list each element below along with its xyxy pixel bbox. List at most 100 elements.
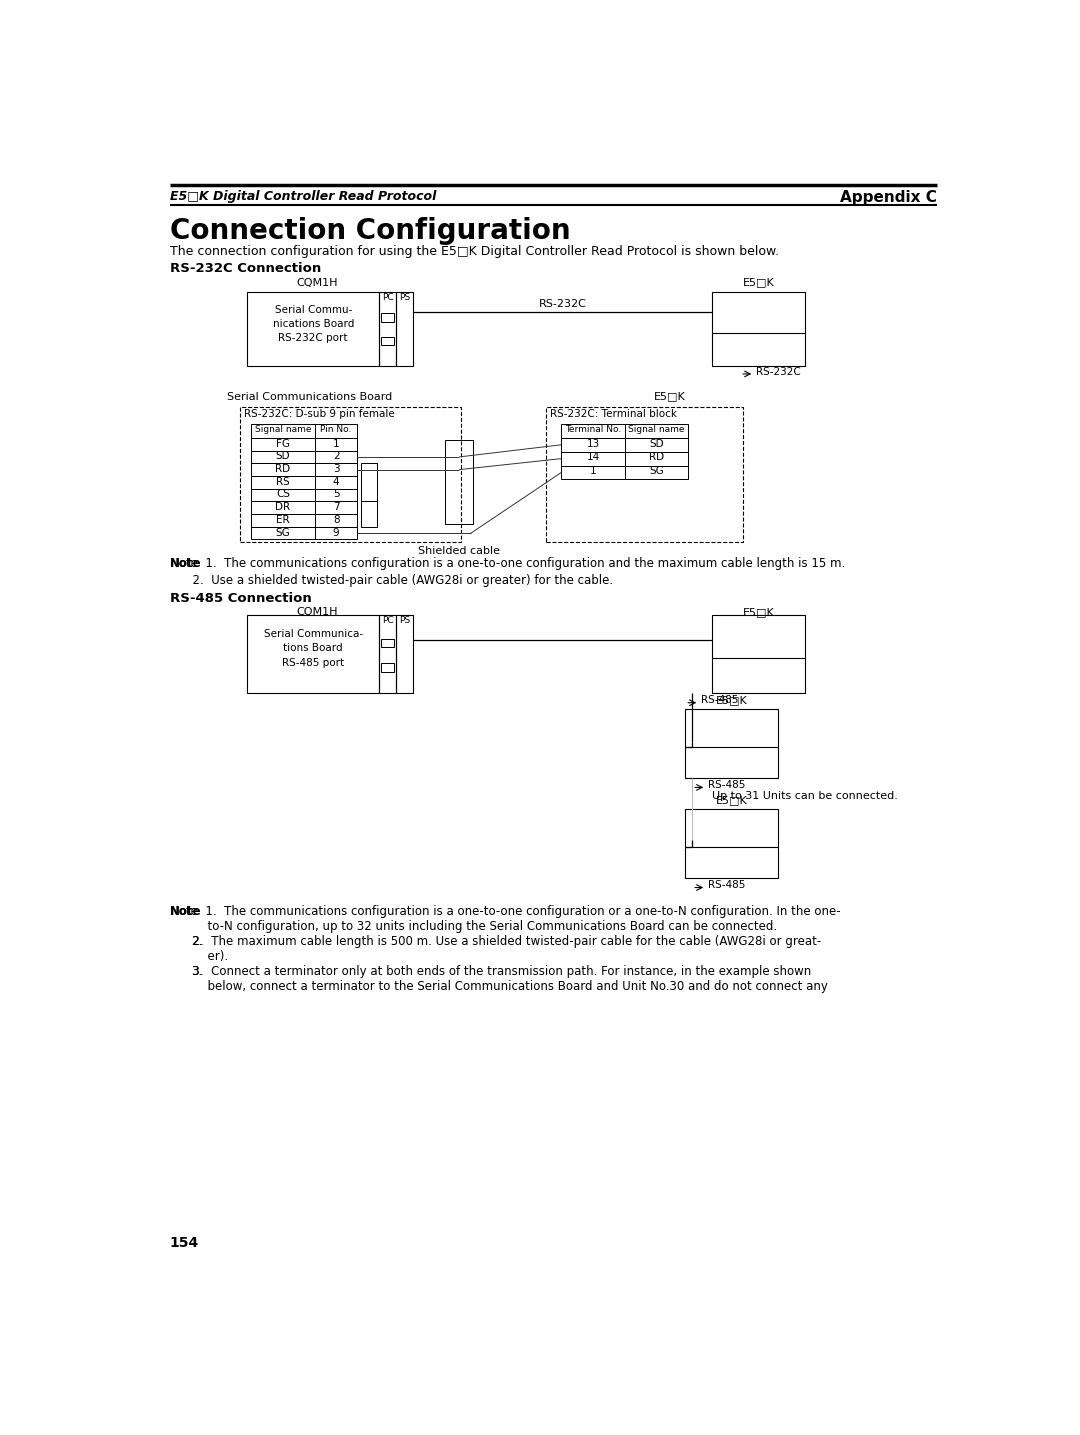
Text: RS-485: RS-485 — [701, 696, 738, 706]
Text: 7: 7 — [333, 502, 339, 512]
Bar — [252, 501, 357, 514]
Text: 5: 5 — [333, 489, 339, 499]
Bar — [379, 291, 396, 366]
Text: Serial Communica-: Serial Communica- — [264, 629, 363, 639]
Text: SG: SG — [275, 528, 291, 538]
Text: CS: CS — [276, 489, 291, 499]
Bar — [252, 423, 357, 438]
Text: Serial Commu-: Serial Commu- — [274, 306, 352, 316]
Bar — [252, 514, 357, 527]
Text: RS-232C: RS-232C — [539, 300, 586, 310]
Bar — [562, 423, 688, 438]
Text: Connection Configuration: Connection Configuration — [170, 217, 570, 245]
Text: DR: DR — [275, 502, 291, 512]
Bar — [562, 465, 688, 479]
Bar — [240, 408, 460, 542]
Bar — [562, 438, 688, 452]
Text: SD: SD — [649, 439, 664, 449]
Text: tions Board: tions Board — [283, 643, 343, 653]
Bar — [252, 489, 357, 501]
Text: ER: ER — [276, 515, 289, 525]
Text: Signal name: Signal name — [255, 425, 311, 433]
Text: 3: 3 — [333, 464, 339, 474]
Text: The connection configuration for using the E5□K Digital Controller Read Protocol: The connection configuration for using t… — [170, 245, 779, 258]
Text: Terminal No.: Terminal No. — [565, 425, 621, 433]
Bar — [562, 452, 688, 465]
Bar — [252, 451, 357, 464]
Text: 14: 14 — [586, 452, 599, 462]
Text: nications Board: nications Board — [272, 319, 354, 329]
Bar — [252, 464, 357, 476]
Text: E5□K Digital Controller Read Protocol: E5□K Digital Controller Read Protocol — [170, 189, 436, 202]
Text: RS-485 Connection: RS-485 Connection — [170, 591, 312, 604]
Text: 154: 154 — [170, 1236, 199, 1250]
Text: Note: Note — [170, 557, 202, 570]
Text: 4: 4 — [333, 476, 339, 486]
Text: 2.  The maximum cable length is 500 m. Use a shielded twisted-pair cable for the: 2. The maximum cable length is 500 m. Us… — [170, 936, 821, 949]
Text: 2: 2 — [333, 452, 339, 461]
Text: RS-485: RS-485 — [707, 781, 745, 791]
Text: E5□K: E5□K — [716, 695, 747, 705]
Text: Note  1.  The communications configuration is a one-to-one configuration or a on: Note 1. The communications configuration… — [170, 905, 840, 918]
Text: RS: RS — [276, 476, 289, 486]
Text: RS-232C: D-sub 9 pin female: RS-232C: D-sub 9 pin female — [243, 409, 394, 419]
Bar — [381, 313, 394, 321]
Text: 2.: 2. — [191, 936, 202, 949]
Bar — [381, 639, 394, 647]
Text: to-N configuration, up to 32 units including the Serial Communications Board can: to-N configuration, up to 32 units inclu… — [170, 920, 777, 933]
Bar — [379, 616, 396, 693]
Text: RS-485 port: RS-485 port — [282, 659, 345, 669]
Bar — [252, 476, 357, 489]
Text: RS-232C: RS-232C — [756, 366, 800, 376]
Bar — [685, 709, 779, 778]
Text: 9: 9 — [333, 528, 339, 538]
Text: Serial Communications Board: Serial Communications Board — [227, 392, 392, 402]
Bar — [381, 337, 394, 346]
Text: RS-232C: Terminal block: RS-232C: Terminal block — [550, 409, 677, 419]
Text: PC: PC — [382, 293, 393, 303]
Text: PC: PC — [382, 617, 393, 626]
Text: FG: FG — [276, 439, 291, 449]
Text: PS: PS — [400, 293, 410, 303]
Text: RS-232C port: RS-232C port — [279, 333, 348, 343]
Text: 3.  Connect a terminator only at both ends of the transmission path. For instanc: 3. Connect a terminator only at both end… — [170, 966, 811, 979]
Bar — [247, 291, 379, 366]
Text: E5□K: E5□K — [716, 795, 747, 805]
Bar — [252, 527, 357, 540]
Text: Note  1.  The communications configuration is a one-to-one configuration and the: Note 1. The communications configuration… — [170, 557, 846, 570]
Bar — [396, 291, 414, 366]
Bar — [252, 438, 357, 451]
Bar — [362, 464, 377, 501]
Bar — [362, 501, 377, 527]
Bar — [545, 408, 743, 542]
Text: Up to 31 Units can be connected.: Up to 31 Units can be connected. — [712, 791, 897, 801]
Text: Signal name: Signal name — [629, 425, 685, 433]
Text: E5□K: E5□K — [743, 607, 774, 617]
Text: er).: er). — [170, 950, 228, 963]
Bar — [396, 616, 414, 693]
Text: CQM1H: CQM1H — [296, 607, 338, 617]
Bar — [247, 616, 379, 693]
Text: PS: PS — [400, 617, 410, 626]
Text: 8: 8 — [333, 515, 339, 525]
Text: SG: SG — [649, 466, 664, 476]
Text: 3.: 3. — [191, 966, 202, 979]
Text: SD: SD — [275, 452, 291, 461]
Text: Appendix C: Appendix C — [840, 189, 937, 205]
Text: E5□K: E5□K — [653, 392, 686, 402]
Text: RS-485: RS-485 — [707, 880, 745, 890]
Text: Shielded cable: Shielded cable — [418, 545, 500, 555]
Text: E5□K: E5□K — [743, 278, 774, 287]
Text: RD: RD — [649, 452, 664, 462]
Bar — [685, 809, 779, 878]
Text: CQM1H: CQM1H — [296, 278, 338, 287]
Bar — [713, 291, 806, 366]
Text: 13: 13 — [586, 439, 599, 449]
Text: 2.  Use a shielded twisted-pair cable (AWG28i or greater) for the cable.: 2. Use a shielded twisted-pair cable (AW… — [170, 574, 613, 587]
Bar — [381, 663, 394, 672]
Text: Pin No.: Pin No. — [321, 425, 352, 433]
Bar — [445, 441, 473, 524]
Text: Note: Note — [170, 905, 202, 918]
Text: 1: 1 — [590, 466, 596, 476]
Text: RS-232C Connection: RS-232C Connection — [170, 263, 321, 276]
